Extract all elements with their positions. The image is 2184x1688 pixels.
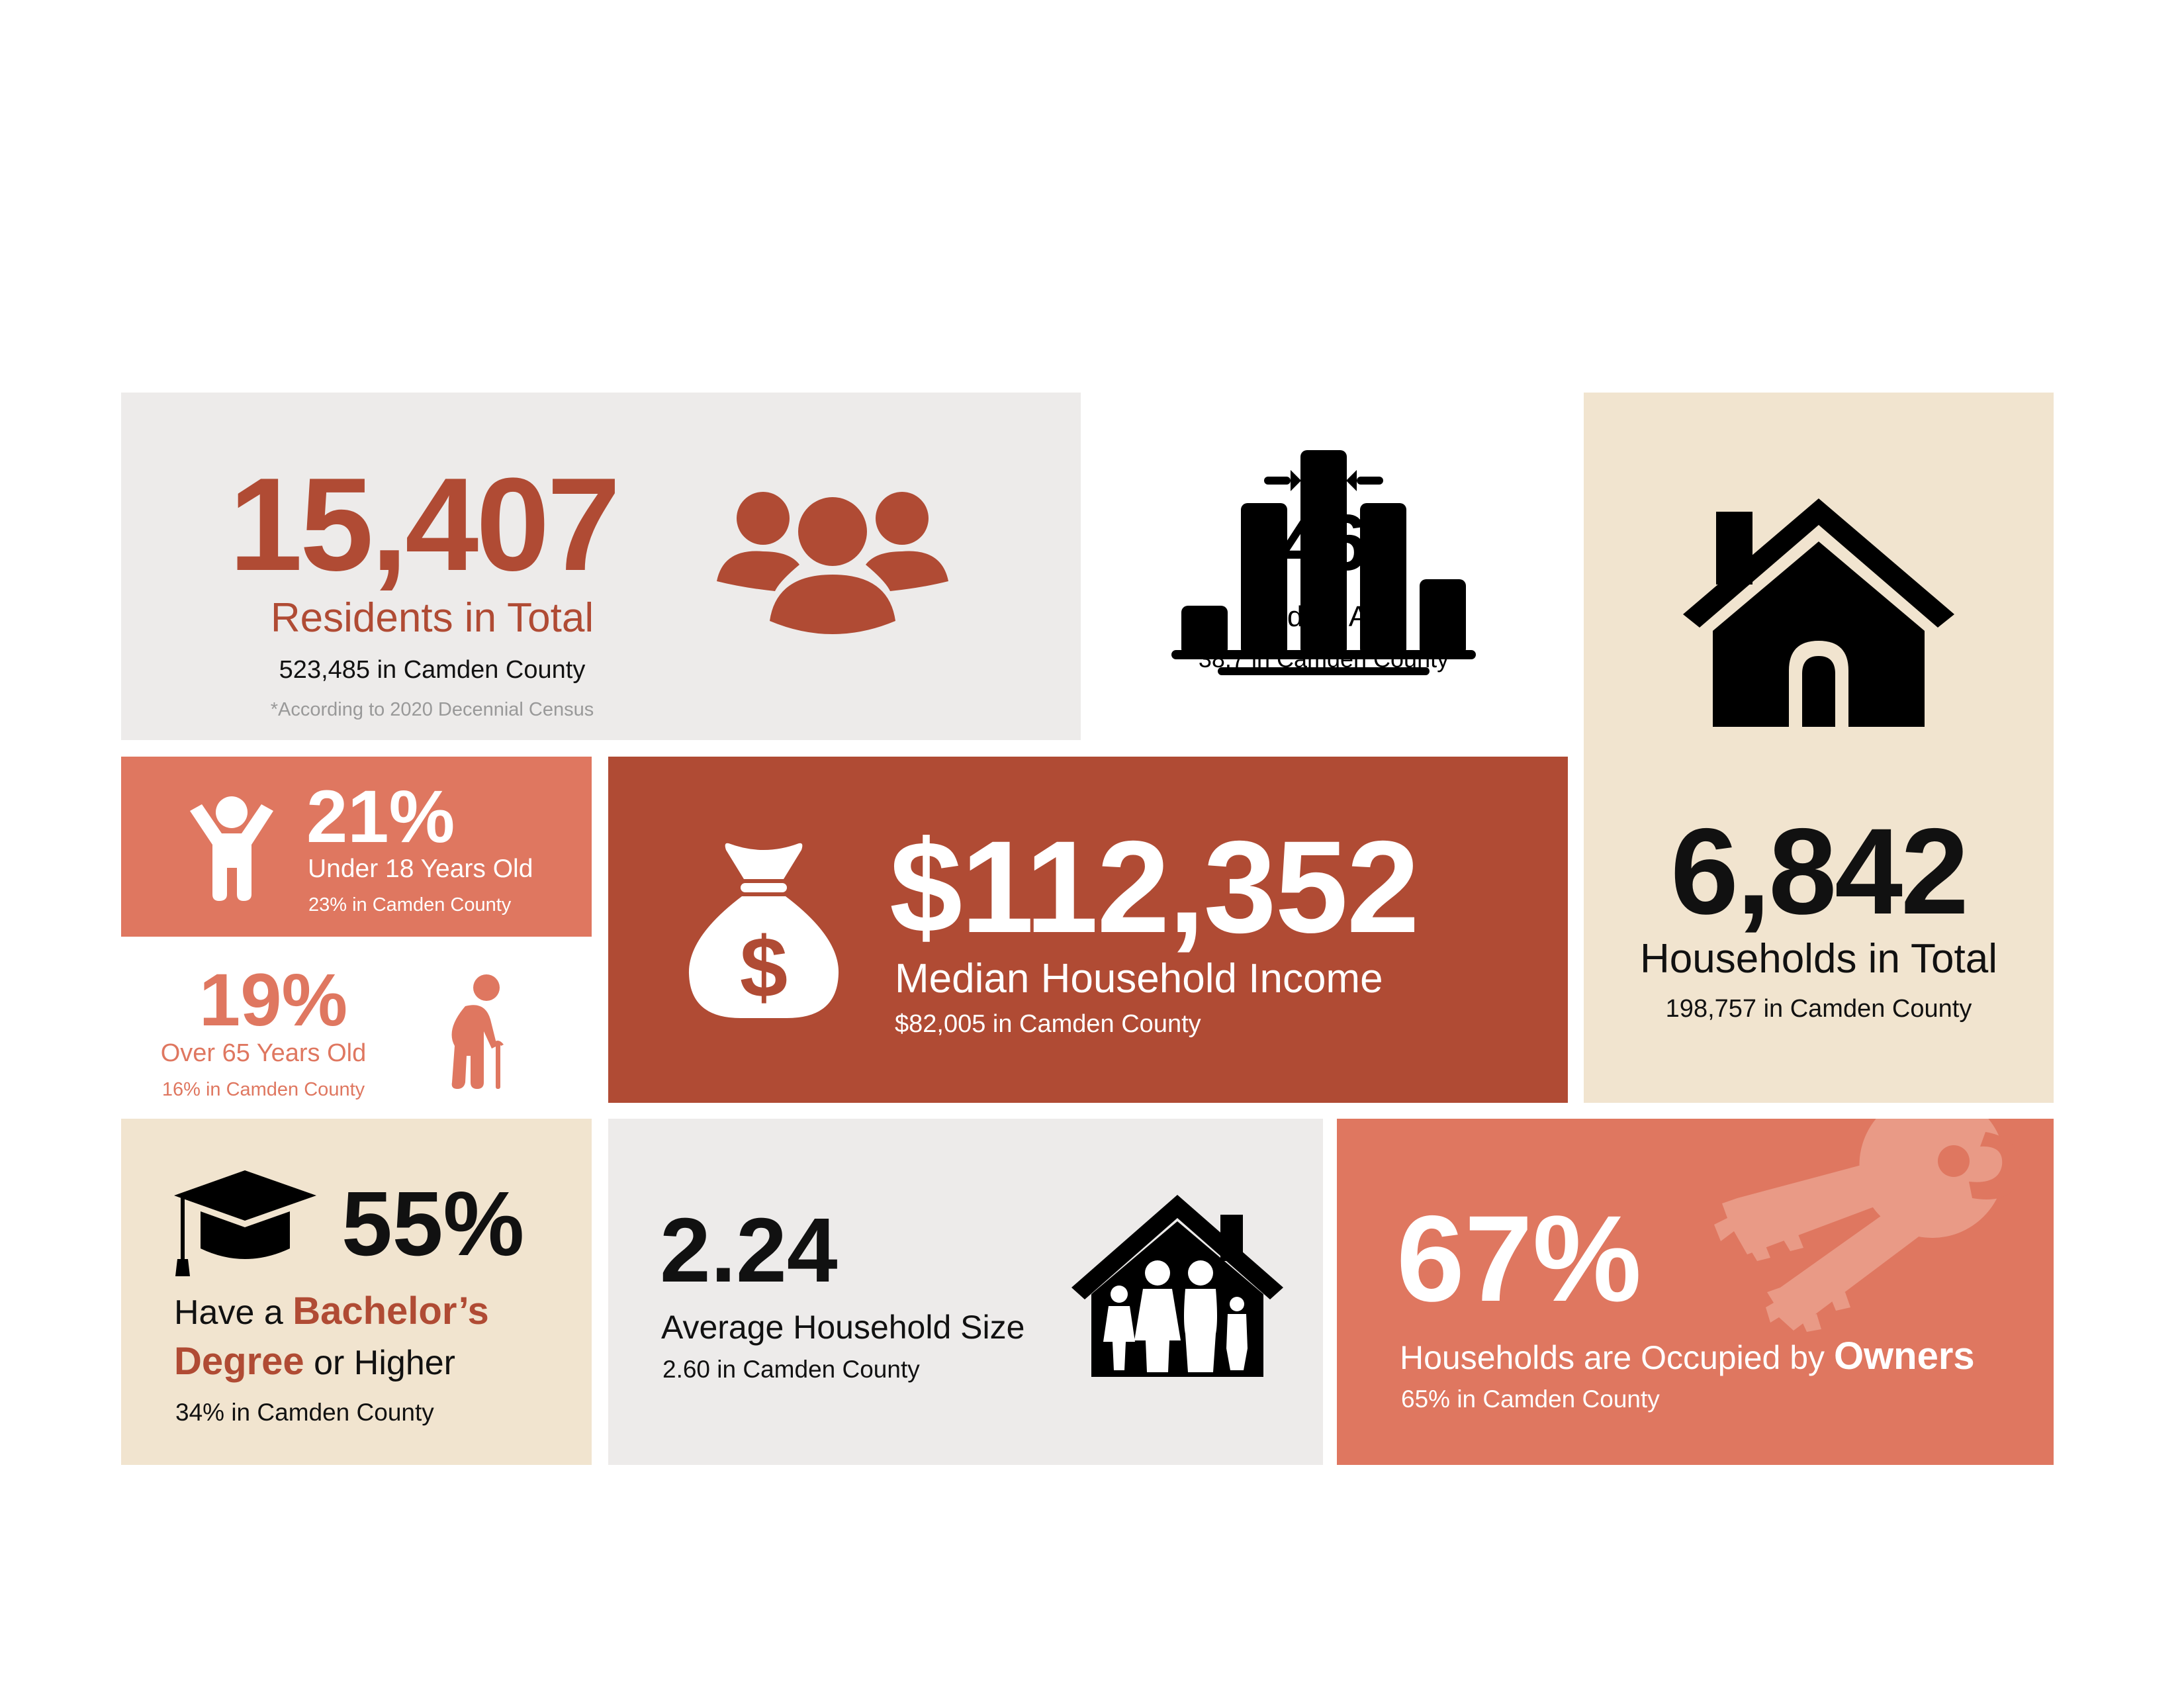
child-icon	[187, 795, 277, 901]
median-age-card: 46 Median Age 38.7 in Camden County	[1165, 437, 1482, 688]
under-18-label: Under 18 Years Old	[308, 855, 533, 883]
income-card: $ $112,352 Median Household Income $82,0…	[608, 757, 1568, 1103]
median-age-label: Median Age	[1246, 600, 1401, 633]
bachelors-county: 34% in Camden County	[175, 1399, 434, 1426]
household-size-label: Average Household Size	[661, 1309, 1025, 1346]
money-bag-icon: $	[688, 838, 840, 1018]
over-65-card: 19% Over 65 Years Old 16% in Camden Coun…	[121, 947, 592, 1105]
households-label: Households in Total	[1640, 936, 1997, 982]
owners-highlight: Owners	[1833, 1335, 1975, 1378]
household-size-value: 2.24	[660, 1199, 838, 1301]
households-card: 6,842 Households in Total 198,757 in Cam…	[1584, 393, 2054, 1103]
households-county: 198,757 in Camden County	[1665, 995, 1972, 1023]
owners-card: 67% Households are Occupied by Owners 65…	[1337, 1119, 2054, 1465]
house-icon	[1683, 498, 1954, 727]
over-65-value: 19%	[199, 959, 348, 1041]
residents-value: 15,407	[229, 451, 621, 598]
over-65-label: Over 65 Years Old	[160, 1039, 367, 1067]
bar-chart-icon	[1165, 437, 1482, 688]
under-18-value: 21%	[306, 775, 455, 858]
keys-icon	[1707, 1119, 2054, 1337]
median-age-county: 38.7 in Camden County	[1198, 645, 1449, 673]
residents-footnote: *According to 2020 Decennial Census	[270, 699, 594, 720]
owners-label: Households are Occupied by Owners	[1400, 1337, 1975, 1376]
owners-value: 67%	[1396, 1191, 1642, 1327]
residents-card: 15,407 Residents in Total 523,485 in Cam…	[121, 393, 1081, 740]
bachelors-label-line-2: Degree or Higher	[174, 1342, 455, 1381]
under-18-card: 21% Under 18 Years Old 23% in Camden Cou…	[121, 757, 592, 937]
median-age-value: 46	[1279, 498, 1368, 587]
income-label: Median Household Income	[895, 956, 1383, 1002]
over-65-county: 16% in Camden County	[161, 1079, 365, 1100]
elderly-person-icon	[445, 973, 512, 1089]
household-size-county: 2.60 in Camden County	[662, 1356, 920, 1383]
group-of-people-icon	[717, 489, 948, 641]
graduation-cap-icon	[174, 1170, 316, 1276]
owners-county: 65% in Camden County	[1401, 1385, 1660, 1413]
income-value: $112,352	[889, 814, 1420, 960]
owners-label-prefix: Households are Occupied by	[1400, 1339, 1834, 1376]
under-18-county: 23% in Camden County	[308, 894, 512, 915]
bachelors-highlight-2: Degree	[174, 1340, 304, 1383]
bachelors-card: 55% Have a Bachelor’s Degree or Higher 3…	[121, 1119, 592, 1465]
households-value: 6,842	[1670, 804, 1969, 940]
family-house-icon	[1071, 1195, 1283, 1377]
bachelors-label-suffix: or Higher	[304, 1344, 455, 1382]
money-bag-symbol: $	[740, 919, 788, 1015]
bachelors-highlight-1: Bachelor’s	[293, 1289, 489, 1333]
residents-county: 523,485 in Camden County	[279, 656, 586, 684]
income-county: $82,005 in Camden County	[895, 1010, 1201, 1038]
bachelors-value: 55%	[341, 1173, 525, 1275]
bachelors-label-prefix: Have a	[174, 1293, 293, 1332]
household-size-card: 2.24 Average Household Size 2.60 in Camd…	[608, 1119, 1323, 1465]
bachelors-label-line-1: Have a Bachelor’s	[174, 1292, 489, 1331]
residents-label: Residents in Total	[270, 595, 594, 641]
